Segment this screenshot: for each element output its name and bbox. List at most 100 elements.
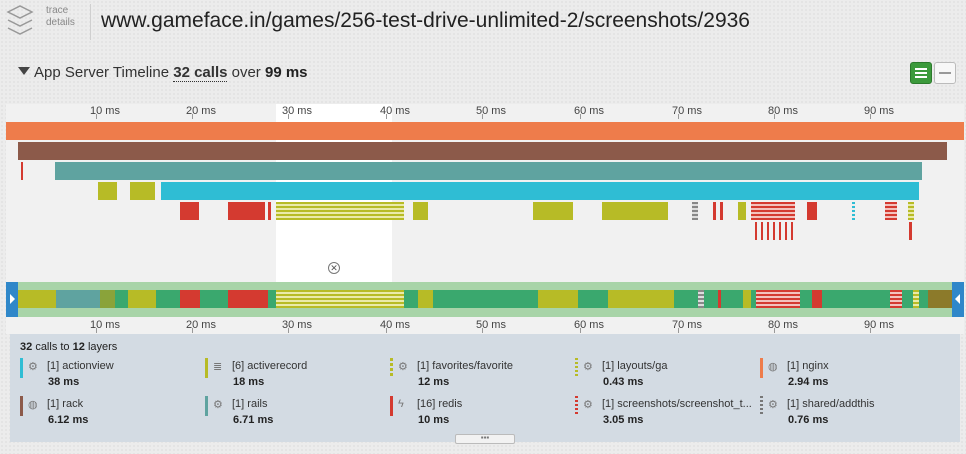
ruler-tick-label: 70 ms	[672, 319, 702, 331]
globe-icon: ◍	[768, 361, 778, 373]
redis-bar[interactable]	[713, 202, 716, 220]
minimap-segment	[56, 290, 100, 308]
legend-item-ms: 38 ms	[48, 376, 80, 388]
legend-item-rails[interactable]: ⚙ [1] rails 6.71 ms	[205, 396, 385, 428]
gears-icon: ⚙	[28, 361, 38, 373]
rails-swatch	[205, 396, 208, 416]
legend-item-ms: 10 ms	[418, 414, 450, 426]
legend-item-name: [1] rack	[47, 398, 84, 410]
minimap-segment	[418, 290, 433, 308]
ruler-tick-label: 40 ms	[380, 105, 410, 117]
logo-line2: details	[46, 17, 75, 28]
layouts-ga-bar[interactable]	[852, 202, 855, 220]
minimap-segment	[913, 290, 919, 308]
rack-bar[interactable]	[18, 142, 947, 160]
minimap-track	[18, 290, 952, 308]
ruler-tick-line	[96, 114, 97, 119]
activerecord-bar[interactable]	[413, 202, 428, 220]
right-handle-arrow-icon	[955, 294, 960, 304]
activerecord-bar[interactable]	[602, 202, 668, 220]
legend-item-name: [1] rails	[232, 398, 268, 410]
ruler-tick-line	[192, 114, 193, 119]
summary-view-button[interactable]	[934, 62, 956, 84]
minimap-right-handle[interactable]	[952, 282, 964, 317]
bolt-icon: ϟ	[398, 398, 404, 410]
favorites-bar[interactable]	[276, 202, 404, 220]
ruler-tick-line	[482, 114, 483, 119]
calls-count-link[interactable]: 32 calls	[173, 64, 228, 82]
redis-bar[interactable]	[268, 202, 271, 220]
activerecord-bar[interactable]	[738, 202, 746, 220]
ruler-tick-label: 80 ms	[768, 105, 798, 117]
legend-item-screenshots[interactable]: ⚙ [1] screenshots/screenshot_t... 3.05 m…	[575, 396, 755, 428]
minimap[interactable]	[6, 282, 964, 317]
activerecord-bar[interactable]	[130, 182, 155, 200]
ruler-tick-label: 50 ms	[476, 319, 506, 331]
legend-item-shared-addthis[interactable]: ⚙ [1] shared/addthis 0.76 ms	[760, 396, 940, 428]
logo-line1: trace	[46, 5, 69, 16]
over-text: over	[231, 64, 261, 81]
collapse-triangle-icon[interactable]	[18, 67, 30, 75]
ruler-tick-line	[386, 328, 387, 333]
minimap-segment	[276, 290, 404, 308]
legend-item-name: [16] redis	[417, 398, 463, 410]
redis-bar[interactable]	[807, 202, 817, 220]
minimap-segment	[718, 290, 721, 308]
ruler-tick-line	[774, 328, 775, 333]
globe-icon: ◍	[28, 399, 38, 411]
timeline-chart[interactable]: 10 ms 20 ms 30 ms 40 ms 50 ms 60 ms 70 ms 80 ms…	[6, 104, 964, 334]
ruler-tick-label: 90 ms	[864, 319, 894, 331]
legend-item-name: [1] favorites/favorite	[417, 360, 513, 372]
minimap-segment	[812, 290, 822, 308]
ruler-tick-line	[870, 114, 871, 119]
ruler-tick-line	[288, 114, 289, 119]
legend-item-nginx[interactable]: ◍ [1] nginx 2.94 ms	[760, 358, 940, 390]
minimap-segment	[928, 290, 952, 308]
legend-item-actionview[interactable]: ⚙ [1] actionview 38 ms	[20, 358, 200, 390]
timeline-view-button[interactable]	[910, 62, 932, 84]
screenshots-bar[interactable]	[751, 202, 795, 220]
legend-item-activerecord[interactable]: ≣ [6] activerecord 18 ms	[205, 358, 385, 390]
minimap-left-handle[interactable]	[6, 282, 18, 317]
redis-bar[interactable]	[885, 202, 897, 220]
legend-count: 32	[20, 341, 33, 353]
ruler-top: 10 ms 20 ms 30 ms 40 ms 50 ms 60 ms 70 ms 80 ms…	[6, 104, 964, 120]
redis-bar[interactable]	[21, 162, 23, 180]
minimap-segment	[743, 290, 751, 308]
resize-grip[interactable]: ▪▪▪	[455, 434, 515, 444]
minimap-segment	[18, 290, 56, 308]
nginx-bar[interactable]	[6, 122, 964, 140]
minimap-segment	[180, 290, 200, 308]
ruler-tick-label: 30 ms	[282, 319, 312, 331]
ruler-tick-line	[774, 114, 775, 119]
legend-item-rack[interactable]: ◍ [1] rack 6.12 ms	[20, 396, 200, 428]
section-title[interactable]: App Server Timeline 32 calls over 99 ms	[18, 64, 308, 82]
page-url: www.gameface.in/games/256-test-drive-unl…	[101, 9, 750, 32]
rails-bar[interactable]	[55, 162, 922, 180]
rack-swatch	[20, 396, 23, 416]
nginx-swatch	[760, 358, 763, 378]
ruler-tick-label: 20 ms	[186, 319, 216, 331]
legend-item-ms: 6.71 ms	[233, 414, 274, 426]
minimap-segment	[100, 290, 115, 308]
shared-addthis-bar[interactable]	[692, 202, 698, 220]
redis-bars-group[interactable]	[755, 222, 795, 240]
legend-item-favorites[interactable]: ⚙ [1] favorites/favorite 12 ms	[390, 358, 570, 390]
legend-item-ms: 3.05 ms	[603, 414, 644, 426]
redis-bar[interactable]	[228, 202, 265, 220]
legend-panel: 32 calls to 12 layers ⚙ [1] actionview 3…	[10, 334, 960, 442]
ruler-tick-label: 40 ms	[380, 319, 410, 331]
actionview-bar[interactable]	[161, 182, 919, 200]
redis-bar[interactable]	[180, 202, 199, 220]
legend-item-layouts-ga[interactable]: ⚙ [1] layouts/ga 0.43 ms	[575, 358, 755, 390]
activerecord-bar[interactable]	[98, 182, 117, 200]
layouts-ga-bar[interactable]	[908, 202, 914, 220]
activerecord-bar[interactable]	[533, 202, 573, 220]
redis-bar[interactable]	[909, 222, 912, 240]
trace-logo-icon	[6, 5, 34, 35]
redis-bar[interactable]	[720, 202, 723, 220]
shared-addthis-swatch	[760, 396, 763, 416]
clear-selection-icon[interactable]: ✕	[328, 262, 340, 274]
ruler-tick-line	[580, 114, 581, 119]
legend-item-redis[interactable]: ϟ [16] redis 10 ms	[390, 396, 570, 428]
